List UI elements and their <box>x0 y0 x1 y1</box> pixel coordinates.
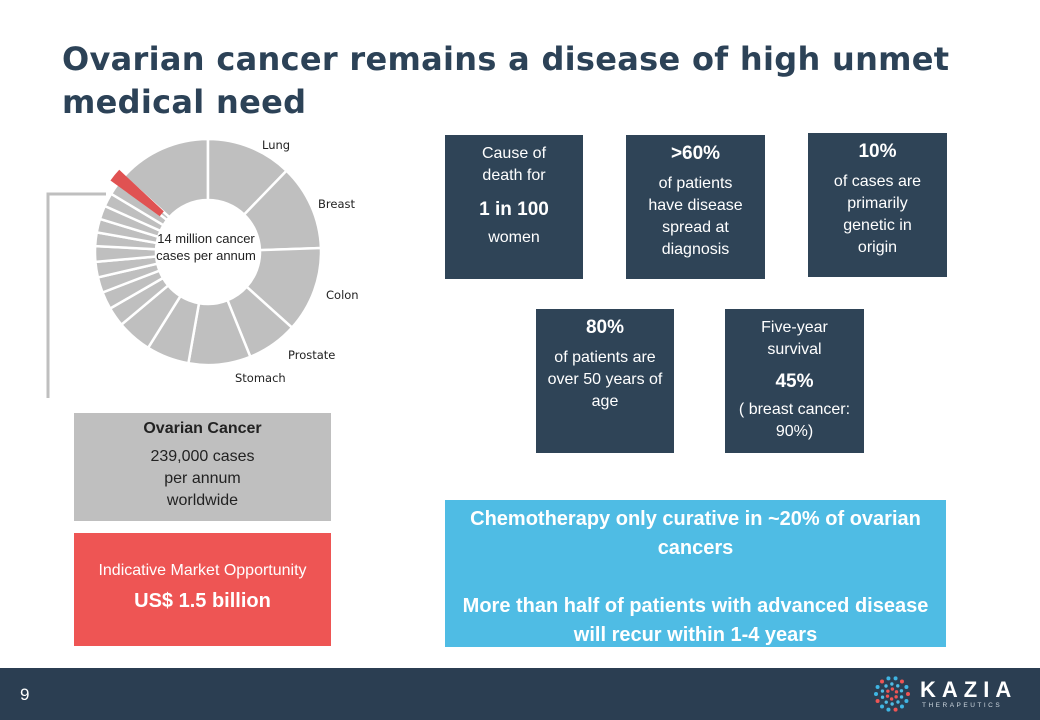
logo-subtitle: THERAPEUTICS <box>922 702 1003 709</box>
label-prostate: Prostate <box>288 348 335 362</box>
page-number: 9 <box>20 685 30 704</box>
stat-bottom: of patients have disease spread at diagn… <box>648 175 743 258</box>
cancer-cases-donut-chart: Lung Breast Colon Prostate Stomach <box>46 137 359 398</box>
footer-bar: 9 KAZIA THERAPEUTICS <box>0 668 1040 720</box>
logo-dot <box>880 689 885 693</box>
label-breast: Breast <box>318 197 355 211</box>
stat-survival: Five-year survival 45% ( breast cancer: … <box>725 309 864 453</box>
logo-dot <box>874 692 878 696</box>
logo-dot <box>890 702 894 706</box>
stat-genetic: 10% of cases are primarily genetic in or… <box>808 133 947 277</box>
logo-dot <box>894 695 898 699</box>
stat-bottom: of patients are over 50 years of age <box>547 349 663 410</box>
stat-big: 80% <box>585 317 625 338</box>
stat-cause-of-death: Cause of death for 1 in 100 women <box>445 135 583 279</box>
ovarian-cancer-box: Ovarian Cancer 239,000 cases per annum w… <box>74 413 331 521</box>
callout-line-1: Chemotherapy only curative in ~20% of ov… <box>470 508 921 559</box>
logo-dot <box>904 698 909 703</box>
logo-dot <box>884 684 888 688</box>
logo-dot <box>899 679 904 684</box>
stat-disease-spread: >60% of patients have disease spread at … <box>626 135 765 279</box>
logo-dot <box>899 704 904 709</box>
ovarian-cancer-slice <box>110 169 164 217</box>
logo-dot <box>886 707 891 712</box>
ovarian-body: 239,000 cases per annum worldwide <box>74 446 331 512</box>
ovarian-line-1: 239,000 cases <box>150 448 255 465</box>
logo-dot <box>890 682 894 686</box>
logo-dot <box>880 695 885 699</box>
logo-dot <box>896 700 900 704</box>
logo-dot <box>886 676 891 681</box>
stat-bottom: of cases are primarily genetic in origin <box>833 173 922 256</box>
stat-bottom: ( breast cancer: 90%) <box>738 401 851 440</box>
ovarian-heading: Ovarian Cancer <box>143 420 262 437</box>
logo-dot <box>899 689 904 693</box>
stat-age: 80% of patients are over 50 years of age <box>536 309 674 453</box>
logo-dot <box>893 707 898 712</box>
logo-dot <box>880 679 885 684</box>
logo-dot <box>875 685 880 690</box>
ovarian-line-3: worldwide <box>166 492 239 509</box>
kazia-dots-icon <box>874 676 910 712</box>
stat-big: 1 in 100 <box>479 199 549 220</box>
market-opportunity-box: Indicative Market Opportunity US$ 1.5 bi… <box>74 533 331 646</box>
logo-dot <box>885 694 890 698</box>
logo-dot <box>875 698 880 703</box>
donut-center-label: 14 million cancer cases per annum <box>156 231 256 263</box>
stat-bottom: women <box>488 229 540 246</box>
ovarian-line-2: per annum <box>164 470 241 487</box>
logo-dot <box>880 704 885 709</box>
kazia-logo: KAZIA THERAPEUTICS <box>870 674 1020 714</box>
market-label: Indicative Market Opportunity <box>98 562 307 579</box>
stat-top: Five-year survival <box>761 319 828 358</box>
chemotherapy-callout: Chemotherapy only curative in ~20% of ov… <box>445 500 946 647</box>
connector-line <box>46 192 106 398</box>
callout-line-2: More than half of patients with advanced… <box>462 595 929 646</box>
logo-dot <box>890 687 895 691</box>
logo-dot <box>893 676 898 681</box>
label-stomach: Stomach <box>235 371 286 385</box>
label-colon: Colon <box>326 288 359 302</box>
logo-dot <box>906 692 910 696</box>
logo-dot <box>884 700 888 704</box>
logo-dot <box>886 689 890 693</box>
logo-dot <box>889 697 894 701</box>
logo-dot <box>896 684 900 688</box>
stat-big: 10% <box>858 141 897 162</box>
market-value: US$ 1.5 billion <box>134 590 271 612</box>
page-title: Ovarian cancer remains a disease of high… <box>62 40 950 121</box>
logo-dot <box>904 685 909 690</box>
label-lung: Lung <box>262 138 290 152</box>
stat-big: 45% <box>775 371 814 392</box>
logo-dot <box>894 690 899 694</box>
logo-dot <box>899 695 904 699</box>
stat-top: Cause of death for <box>481 145 547 184</box>
logo-wordmark: KAZIA <box>920 677 1018 702</box>
stat-big: >60% <box>670 143 721 164</box>
